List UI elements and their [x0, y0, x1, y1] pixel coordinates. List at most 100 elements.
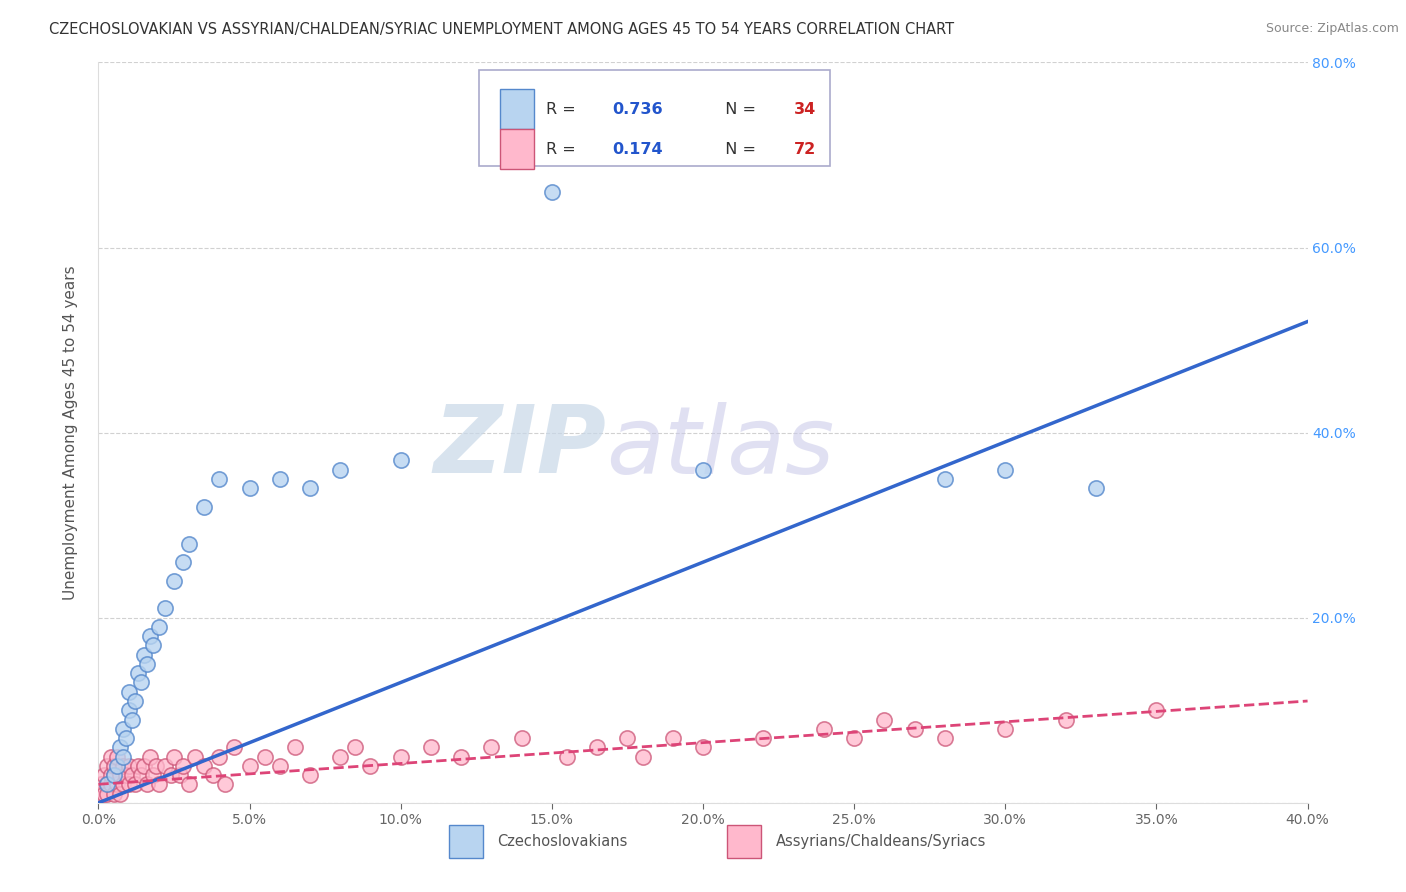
Point	[139, 629, 162, 643]
Point	[148, 777, 170, 791]
Point	[135, 657, 157, 671]
Point	[450, 749, 472, 764]
Point	[202, 768, 225, 782]
Point	[142, 639, 165, 653]
Point	[132, 648, 155, 662]
Bar	[727, 825, 761, 858]
Point	[239, 481, 262, 495]
Text: atlas: atlas	[606, 402, 835, 493]
Point	[172, 758, 194, 772]
Point	[135, 777, 157, 791]
Point	[239, 758, 262, 772]
Point	[214, 777, 236, 791]
Point	[163, 749, 186, 764]
Point	[103, 758, 125, 772]
Point	[299, 481, 322, 495]
Point	[160, 768, 183, 782]
Point	[179, 777, 201, 791]
Point	[96, 787, 118, 801]
Point	[139, 749, 162, 764]
Point	[844, 731, 866, 745]
Point	[873, 713, 896, 727]
Point	[129, 675, 152, 690]
Point	[904, 722, 927, 736]
Point	[111, 749, 134, 764]
Point	[127, 758, 149, 772]
Point	[100, 777, 122, 791]
Point	[132, 758, 155, 772]
Point	[105, 749, 128, 764]
Point	[163, 574, 186, 588]
Point	[108, 768, 131, 782]
Point	[692, 462, 714, 476]
Point	[253, 749, 276, 764]
Point	[118, 685, 141, 699]
Point	[172, 555, 194, 569]
Point	[114, 731, 136, 745]
Point	[105, 758, 128, 772]
Point	[360, 758, 382, 772]
Point	[269, 472, 291, 486]
Point	[540, 185, 562, 199]
Point	[124, 694, 146, 708]
Point	[93, 768, 115, 782]
Point	[96, 777, 118, 791]
Point	[118, 703, 141, 717]
Y-axis label: Unemployment Among Ages 45 to 54 years: Unemployment Among Ages 45 to 54 years	[63, 265, 77, 600]
Point	[103, 768, 125, 782]
Text: 34: 34	[793, 102, 815, 117]
Point	[555, 749, 578, 764]
Point	[752, 731, 775, 745]
Point	[389, 453, 412, 467]
Text: 72: 72	[793, 142, 815, 157]
Point	[153, 758, 176, 772]
Point	[145, 758, 167, 772]
Point	[631, 749, 654, 764]
Point	[118, 758, 141, 772]
Text: Source: ZipAtlas.com: Source: ZipAtlas.com	[1265, 22, 1399, 36]
Text: N =: N =	[716, 142, 761, 157]
Point	[661, 731, 683, 745]
Point	[994, 722, 1017, 736]
Text: ZIP: ZIP	[433, 401, 606, 493]
Text: 0.174: 0.174	[613, 142, 664, 157]
Point	[93, 787, 115, 801]
Point	[224, 740, 246, 755]
Point	[420, 740, 443, 755]
Point	[813, 722, 835, 736]
Point	[100, 749, 122, 764]
Point	[142, 768, 165, 782]
Point	[90, 787, 112, 801]
Bar	[501, 88, 534, 129]
Point	[90, 777, 112, 791]
Point	[103, 768, 125, 782]
Point	[114, 768, 136, 782]
Point	[344, 740, 367, 755]
Point	[389, 749, 412, 764]
Point	[208, 749, 231, 764]
Point	[1054, 713, 1077, 727]
Point	[169, 768, 191, 782]
Point	[208, 472, 231, 486]
Point	[96, 758, 118, 772]
Point	[692, 740, 714, 755]
Text: R =: R =	[546, 102, 581, 117]
Point	[129, 768, 152, 782]
Point	[934, 472, 956, 486]
FancyBboxPatch shape	[479, 70, 830, 166]
Point	[105, 777, 128, 791]
Point	[184, 749, 207, 764]
Point	[96, 777, 118, 791]
Point	[481, 740, 503, 755]
Point	[111, 758, 134, 772]
Text: R =: R =	[546, 142, 581, 157]
Point	[284, 740, 307, 755]
Bar	[501, 128, 534, 169]
Point	[103, 787, 125, 801]
Point	[299, 768, 322, 782]
Point	[121, 713, 143, 727]
Bar	[449, 825, 482, 858]
Point	[1144, 703, 1167, 717]
Point	[193, 500, 215, 514]
Point	[179, 536, 201, 550]
